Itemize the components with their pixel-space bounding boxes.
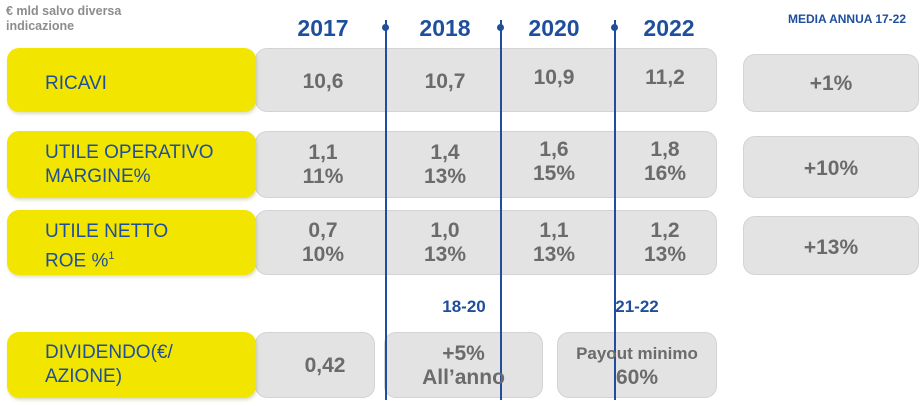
- year-header-2020: 2020: [528, 15, 580, 41]
- divider-dot: [382, 24, 389, 31]
- utile-netto-values-box: [255, 210, 717, 275]
- average-header: MEDIA ANNUA 17-22: [787, 12, 907, 26]
- ricavi-2018: 10,7: [424, 70, 466, 93]
- utile-netto-2020: 1,1 13%: [514, 219, 594, 267]
- row-label-line: DIVIDENDO(€/: [45, 342, 173, 363]
- value-line: 60%: [615, 366, 659, 389]
- utile-operativo-average: +10%: [803, 157, 859, 180]
- value-line: +5%: [442, 342, 485, 365]
- value-line: Payout minimo: [576, 344, 698, 363]
- value-line: 16%: [643, 162, 687, 185]
- dividend-2017-value: 0,42: [304, 354, 346, 377]
- unit-note: € mld salvo diversa indicazione: [6, 4, 122, 33]
- utile-netto-label-box: [7, 210, 256, 275]
- divider-dot: [611, 24, 618, 31]
- ricavi-2017: 10,6: [302, 70, 344, 93]
- utile-netto-average: +13%: [803, 236, 859, 259]
- utile-netto-2017: 0,7 10%: [283, 219, 363, 267]
- dividend-period-1-box: [384, 332, 543, 398]
- utile-netto-2018: 1,0 13%: [405, 219, 485, 267]
- divider-line: [385, 20, 387, 400]
- footnote-mark: 1: [108, 250, 115, 262]
- utile-netto-2022: 1,2 13%: [625, 219, 705, 267]
- divider-line: [614, 20, 616, 400]
- dividend-period-2-box: [557, 332, 717, 398]
- value-line: 1,1: [308, 141, 338, 164]
- utile-operativo-2017: 1,1 11%: [283, 141, 363, 189]
- row-label-line: UTILE NETTO: [45, 221, 169, 242]
- ricavi-label-box: [7, 48, 256, 112]
- value-line: 13%: [643, 243, 687, 266]
- utile-operativo-2020: 1,6 15%: [514, 138, 594, 186]
- period-label-21-22: 21-22: [615, 297, 659, 316]
- divider-dot: [497, 24, 504, 31]
- divider-line: [500, 20, 502, 400]
- row-label-utile-operativo: UTILE OPERATIVO MARGINE%: [45, 141, 214, 189]
- value-line: 1,0: [430, 219, 460, 242]
- row-label-utile-netto: UTILE NETTO ROE %1: [45, 220, 168, 273]
- value-line: 1,8: [650, 138, 680, 161]
- ricavi-2020: 10,9: [533, 66, 575, 89]
- period-label-18-20: 18-20: [442, 297, 486, 316]
- value-line: 11%: [302, 165, 344, 188]
- row-label-line: RICAVI: [45, 73, 107, 94]
- row-label-line: AZIONE): [45, 366, 123, 387]
- value-line: All’anno: [422, 366, 505, 389]
- utile-operativo-values-box: [255, 131, 717, 198]
- value-line: 1,2: [650, 219, 680, 242]
- year-header-2022: 2022: [643, 15, 695, 41]
- value-line: 1,6: [539, 138, 569, 161]
- utile-operativo-average-box: [743, 136, 919, 198]
- row-label-line: ROE %: [45, 250, 109, 272]
- row-label-dividendo: DIVIDENDO(€/ AZIONE): [45, 341, 173, 389]
- ricavi-values-box: [255, 48, 717, 112]
- value-line: 1,1: [539, 219, 569, 242]
- dividend-2017-box: [255, 332, 375, 398]
- value-line: 1,4: [430, 141, 460, 164]
- value-line: 15%: [532, 162, 576, 185]
- utile-operativo-2018: 1,4 13%: [405, 141, 485, 189]
- ricavi-average-box: [743, 54, 919, 112]
- dividend-period-1-value: +5% All’anno: [384, 342, 543, 390]
- row-label-line: MARGINE%: [45, 166, 151, 187]
- year-header-2018: 2018: [419, 15, 471, 41]
- row-label-line: UTILE OPERATIVO: [45, 142, 214, 163]
- value-line: 13%: [423, 165, 467, 188]
- row-label-ricavi: RICAVI: [45, 72, 107, 96]
- ricavi-2022: 11,2: [645, 66, 685, 89]
- value-line: 13%: [423, 243, 467, 266]
- dividend-period-2-value: Payout minimo 60%: [557, 342, 717, 390]
- ricavi-average: +1%: [809, 72, 853, 95]
- value-line: 10%: [301, 243, 345, 266]
- utile-netto-average-box: [743, 216, 919, 275]
- value-line: 0,7: [308, 219, 338, 242]
- utile-operativo-2022: 1,8 16%: [625, 138, 705, 186]
- utile-operativo-label-box: [7, 131, 256, 198]
- value-line: 13%: [532, 243, 576, 266]
- dividend-label-box: [7, 332, 256, 398]
- year-header-2017: 2017: [297, 15, 349, 41]
